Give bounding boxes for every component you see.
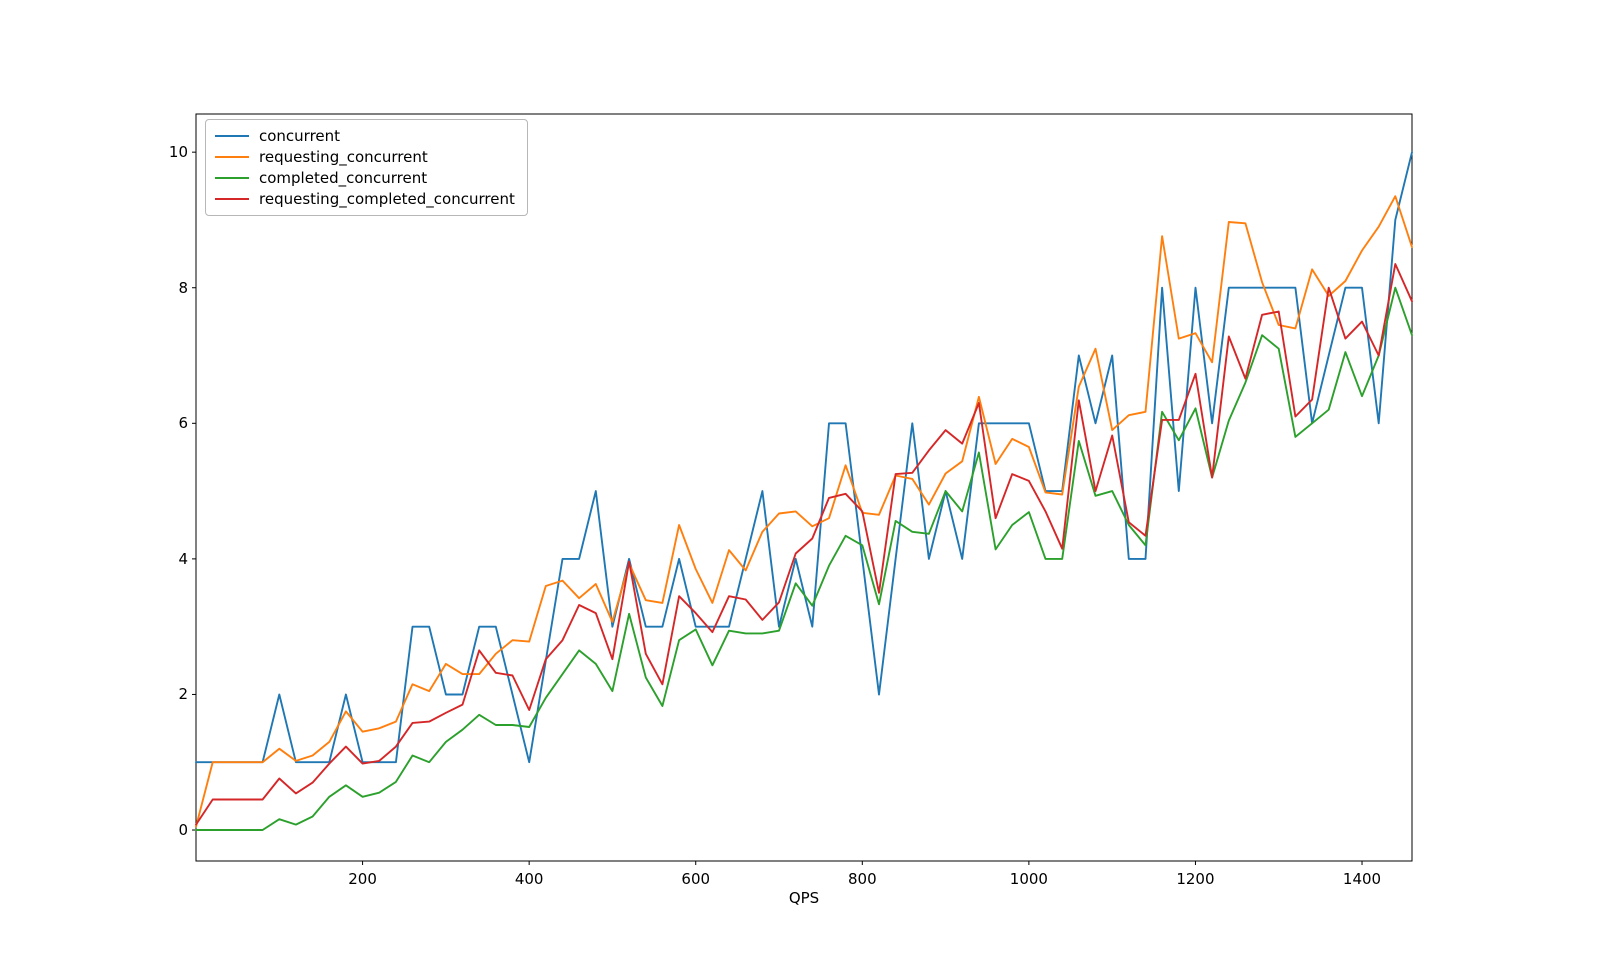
y-tick-label: 6 (178, 414, 188, 433)
y-tick-label: 2 (178, 685, 188, 704)
legend: concurrent requesting_concurrent complet… (205, 119, 528, 216)
series-line-concurrent (195, 151, 1413, 764)
x-tick-label: 200 (348, 870, 377, 888)
y-tick-label: 4 (178, 549, 188, 568)
series-line-completed_concurrent (195, 286, 1413, 831)
axes-spines (195, 113, 1413, 862)
legend-line-swatch (215, 135, 249, 137)
x-tick-label: 800 (847, 870, 877, 888)
x-tick-label: 600 (681, 870, 711, 888)
legend-line-swatch (215, 177, 249, 179)
legend-line-swatch (215, 198, 249, 200)
y-tick-label: 0 (178, 821, 188, 840)
x-tick-label: 1000 (1009, 870, 1048, 888)
x-axis-label: QPS (788, 889, 820, 907)
series-line-requesting_completed_concurrent (195, 263, 1413, 826)
x-tick-label: 400 (514, 870, 544, 888)
legend-label: concurrent (259, 127, 341, 145)
legend-item-concurrent: concurrent (215, 127, 515, 145)
legend-item-completed-concurrent: completed_concurrent (215, 169, 515, 187)
series-lines (195, 151, 1413, 831)
x-tick-label: 1400 (1342, 870, 1382, 888)
y-tick-label: 10 (168, 143, 188, 162)
legend-label: requesting_completed_concurrent (259, 190, 515, 208)
legend-item-requesting-concurrent: requesting_concurrent (215, 148, 515, 166)
axis-ticks (192, 151, 1363, 865)
legend-label: completed_concurrent (259, 169, 428, 187)
legend-line-swatch (215, 156, 249, 158)
legend-item-requesting-completed-concurrent: requesting_completed_concurrent (215, 190, 515, 208)
legend-label: requesting_concurrent (259, 148, 428, 166)
x-tick-label: 1200 (1176, 870, 1215, 888)
y-tick-label: 8 (178, 278, 188, 297)
series-line-requesting_concurrent (195, 195, 1413, 828)
